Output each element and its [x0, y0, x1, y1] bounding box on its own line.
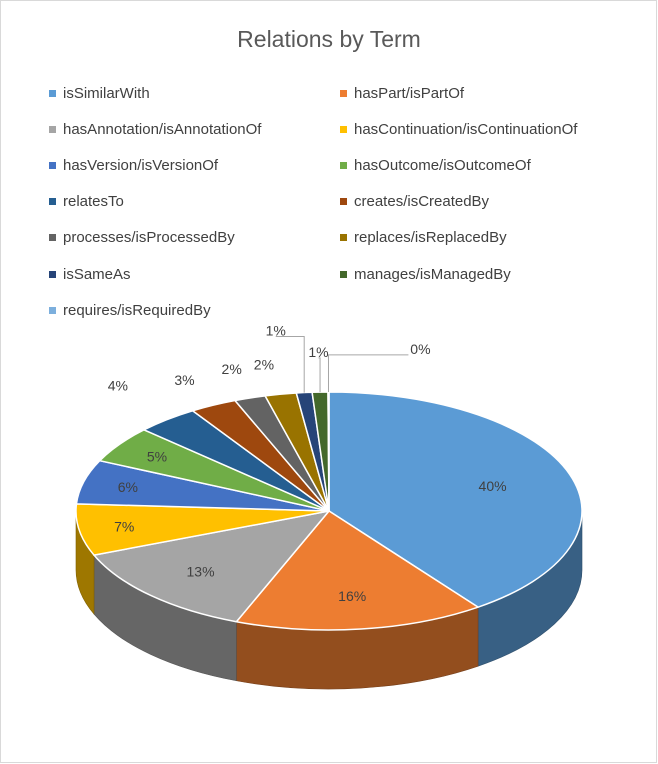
legend-item-hasannotation-isannotationof: hasAnnotation/isAnnotationOf: [49, 119, 261, 139]
leader-line: [275, 336, 305, 393]
legend-label: isSameAs: [63, 265, 131, 283]
legend-label: hasOutcome/isOutcomeOf: [354, 156, 531, 174]
legend-label: creates/isCreatedBy: [354, 193, 490, 211]
legend-item-requires-isrequiredby: requires/isRequiredBy: [49, 300, 211, 320]
legend-item-creates-iscreatedby: creates/isCreatedBy: [340, 192, 489, 212]
slice-haspart-ispartof: [235, 510, 479, 631]
slice-requires-isrequiredby: [327, 391, 330, 512]
legend-label: hasPart/isPartOf: [354, 84, 465, 102]
pie-top: [75, 391, 583, 631]
legend-swatch: [49, 125, 56, 133]
legend-swatch: [340, 89, 347, 97]
data-label-hasannotation-isannotationof: 13%: [187, 564, 215, 580]
legend-label: replaces/isReplacedBy: [354, 229, 507, 247]
data-label-issimilarwith: 40%: [479, 478, 507, 494]
slice-hasannotation-isannotationof: [93, 510, 330, 623]
legend-label: manages/isManagedBy: [354, 265, 511, 283]
legend-item-hasversion-isversionof: hasVersion/isVersionOf: [49, 155, 218, 175]
legend-swatch: [49, 89, 56, 97]
data-label-replaces-isreplacedby: 2%: [254, 356, 274, 372]
legend-item-manages-ismanagedby: manages/isManagedBy: [340, 264, 511, 284]
leader-lines: [275, 336, 409, 393]
data-labels: 40% 16% 13% 7% 6% 5% 4% 3% 2% 2% 1% 1% 0%: [108, 323, 507, 604]
data-label-hasversion-isversionof: 6%: [118, 479, 138, 495]
legend-item-haspart-ispartof: hasPart/isPartOf: [340, 83, 464, 103]
leader-line: [318, 357, 321, 393]
chart-title: Relations by Term: [237, 26, 421, 52]
legend-swatch: [340, 161, 347, 169]
leader-line: [327, 354, 409, 393]
data-label-creates-iscreatedby: 3%: [174, 372, 194, 388]
data-label-hasoutcome-isoutcomeof: 5%: [147, 448, 167, 464]
legend-item-issimilarwith: isSimilarWith: [49, 83, 150, 103]
legend-item-replaces-isreplacedby: replaces/isReplacedBy: [340, 228, 507, 248]
legend-item-hasoutcome-isoutcomeof: hasOutcome/isOutcomeOf: [340, 155, 531, 175]
legend-swatch: [340, 198, 347, 206]
legend-label: hasVersion/isVersionOf: [63, 156, 219, 174]
pie-sides: [75, 510, 583, 690]
legend-item-processes-isprocessedby: processes/isProcessedBy: [49, 228, 235, 248]
legend-swatch: [340, 234, 347, 242]
legend-label: processes/isProcessedBy: [63, 229, 235, 247]
legend-item-hascontinuation-iscontinuationof: hasContinuation/isContinuationOf: [340, 119, 577, 139]
legend-swatch: [49, 306, 56, 314]
data-label-requires-isrequiredby: 0%: [410, 341, 430, 357]
legend-swatch: [49, 270, 56, 278]
legend-label: hasAnnotation/isAnnotationOf: [63, 120, 262, 138]
data-label-issameas: 1%: [266, 323, 286, 339]
legend-swatch: [49, 198, 56, 206]
legend-label: requires/isRequiredBy: [63, 301, 211, 319]
chart-legend: isSimilarWith hasPart/isPartOf hasAnnotati…: [0, 0, 658, 330]
data-label-relatesto: 4%: [108, 377, 128, 393]
slice-issimilarwith: [328, 391, 583, 608]
legend-item-relatesto: relatesTo: [49, 192, 124, 212]
legend-swatch: [340, 125, 347, 133]
legend-label: isSimilarWith: [63, 84, 150, 102]
legend-label: hasContinuation/isContinuationOf: [354, 120, 578, 138]
legend-swatch: [340, 270, 347, 278]
data-label-hascontinuation-iscontinuationof: 7%: [114, 519, 134, 535]
data-label-manages-ismanagedby: 1%: [308, 344, 328, 360]
data-label-processes-isprocessedby: 2%: [222, 361, 242, 377]
legend-item-issameas: isSameAs: [49, 264, 131, 284]
legend-label: relatesTo: [63, 193, 124, 211]
slice-hascontinuation-iscontinuationof: [75, 503, 330, 556]
data-label-haspart-ispartof: 16%: [338, 588, 366, 604]
legend-swatch: [49, 234, 56, 242]
legend-swatch: [49, 161, 56, 169]
